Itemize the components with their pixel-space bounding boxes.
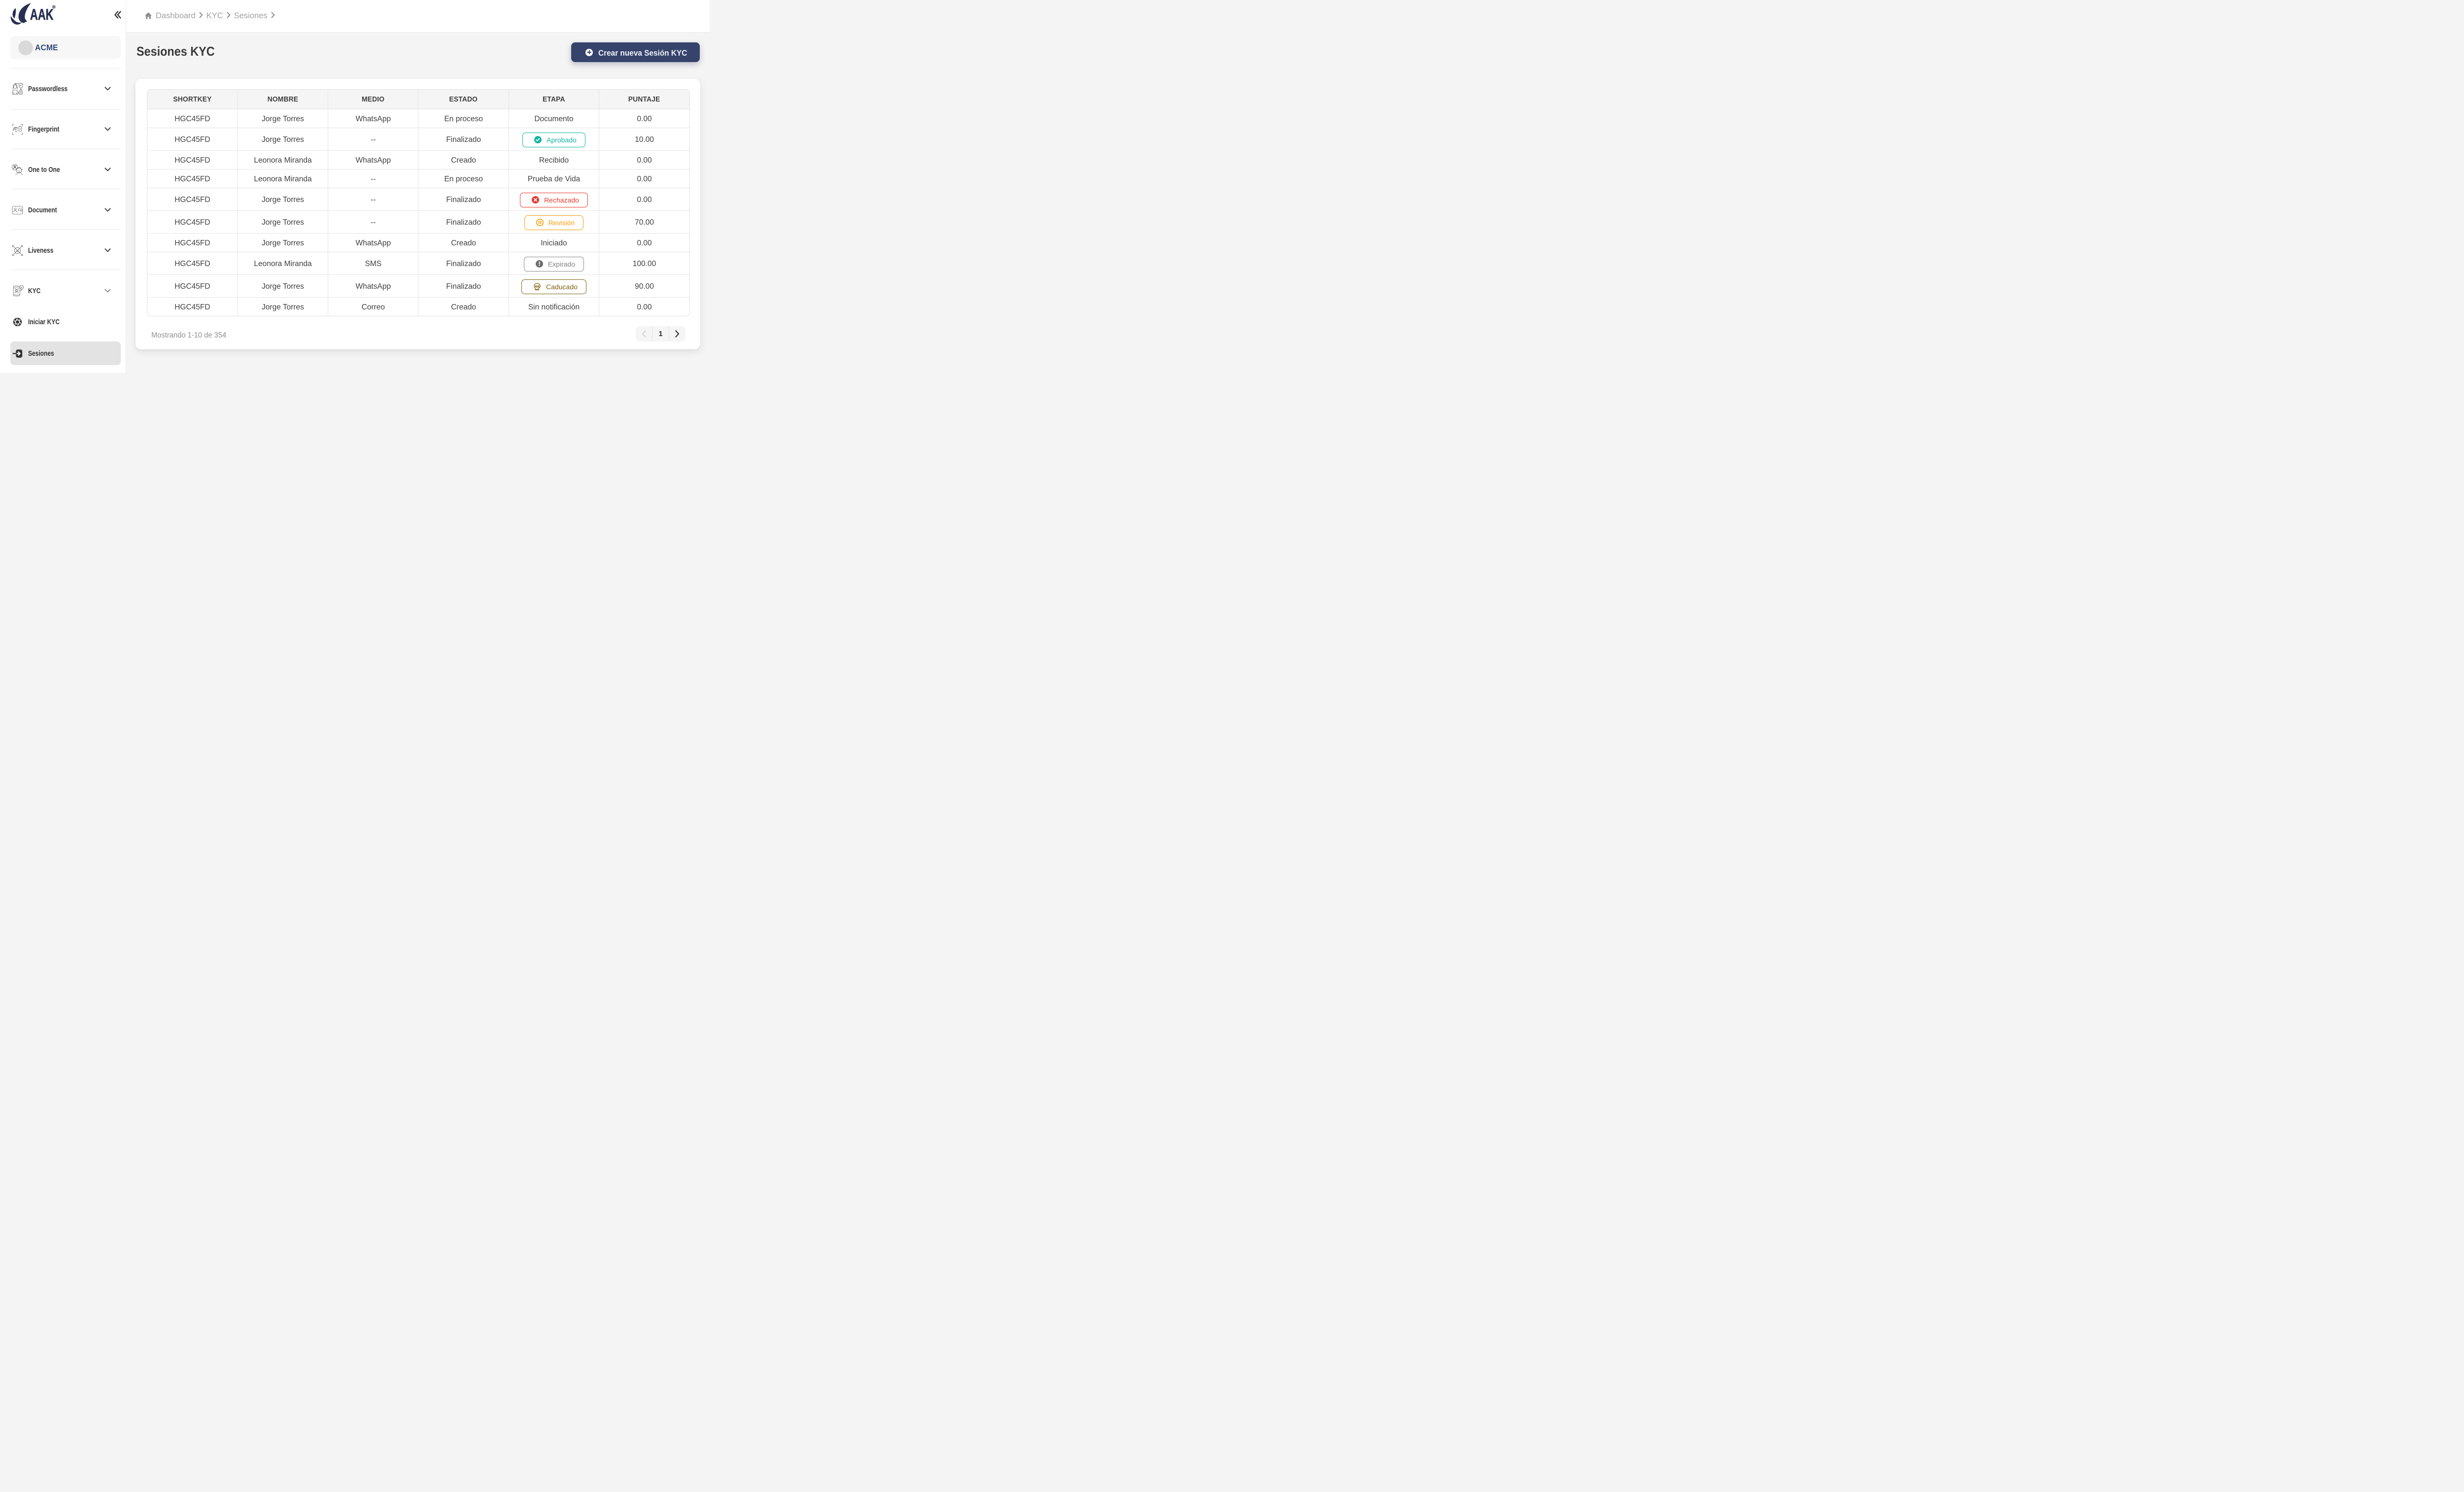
svg-text:AAK: AAK: [30, 5, 54, 23]
svg-text:R: R: [53, 6, 55, 9]
